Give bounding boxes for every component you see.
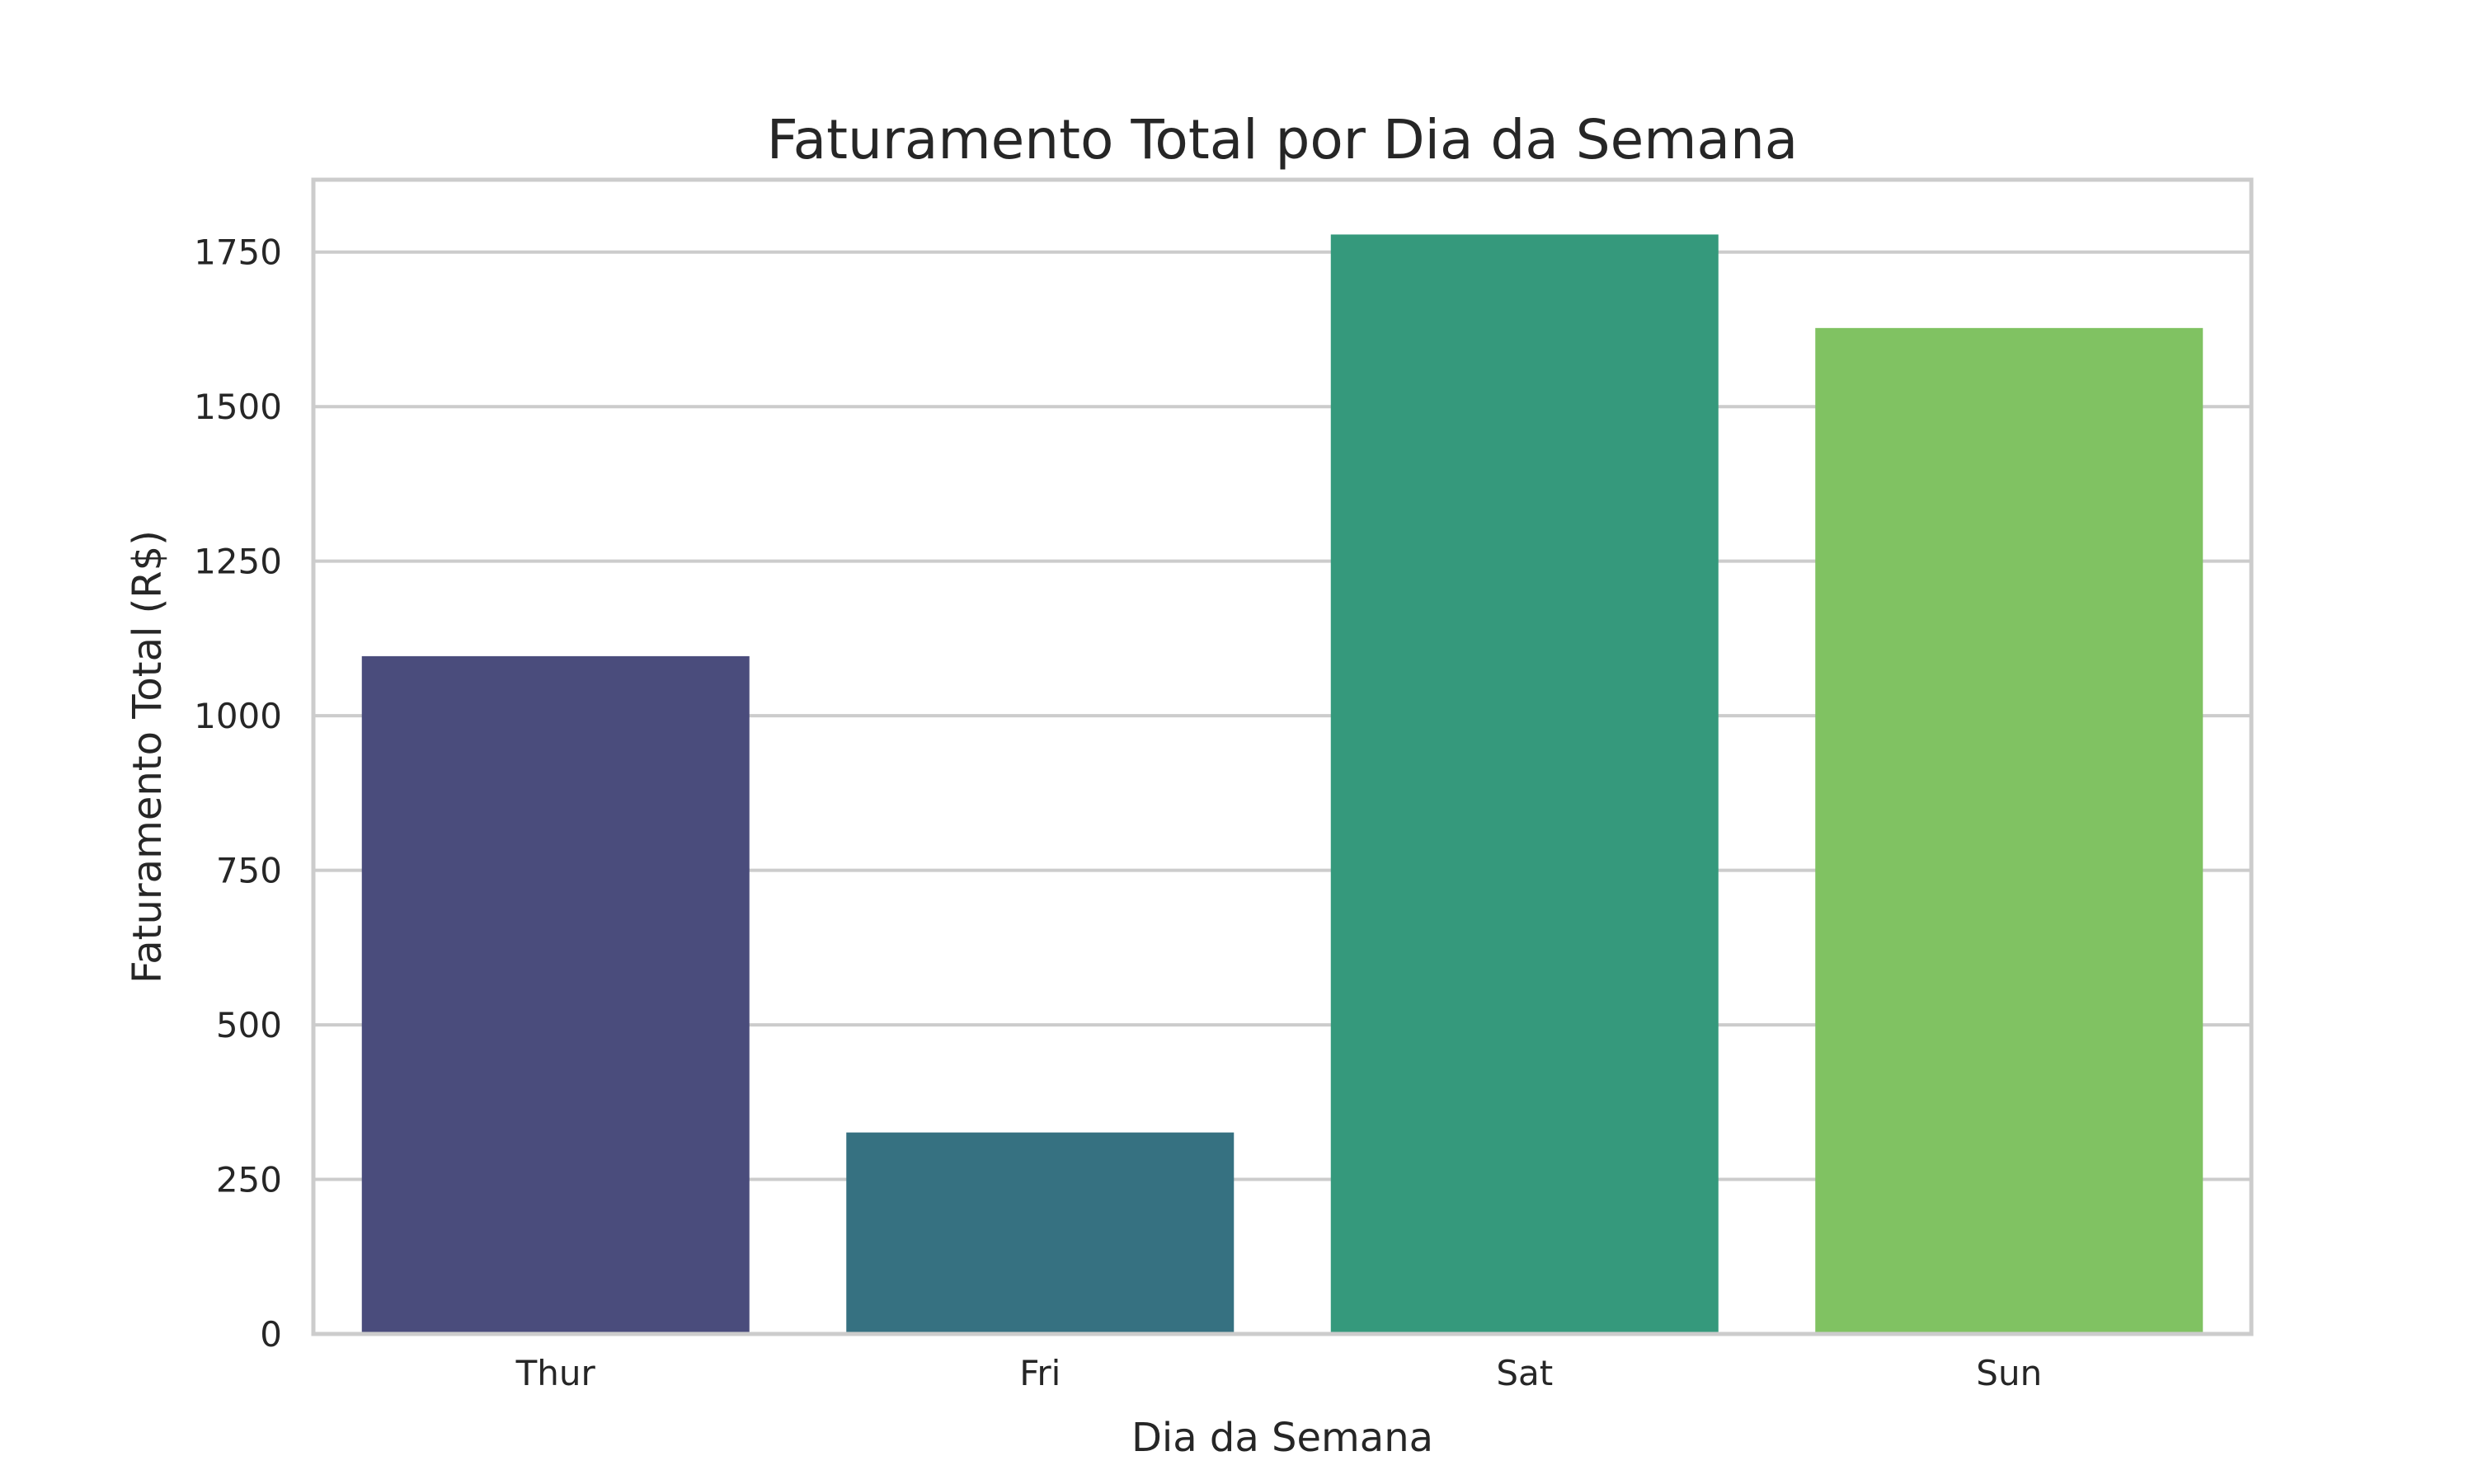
y-tick-label: 0 [260,1314,282,1355]
y-axis-title: Faturamento Total (R$) [125,530,171,984]
y-tick-label: 1750 [194,232,282,273]
plot-frame [311,177,2254,1336]
y-tick-label: 750 [216,851,282,891]
y-tick-labels: 0 250 500 750 1000 1250 1500 1750 [194,232,282,1355]
bars [361,234,2204,1335]
y-tick-label: 1250 [194,542,282,582]
bar-sat [1330,234,1719,1335]
x-tick-label: Fri [1019,1353,1061,1393]
bar-sun [1815,327,2204,1334]
x-tick-label: Sat [1496,1353,1553,1393]
y-tick-label: 1500 [194,387,282,427]
x-tick-labels: Thur Fri Sat Sun [515,1353,2043,1393]
x-axis-title: Dia da Semana [1131,1415,1433,1461]
y-tick-label: 250 [216,1160,282,1200]
bar-fri [846,1132,1235,1334]
chart-title: Faturamento Total por Dia da Semana [767,108,1799,171]
bar-thur [361,655,750,1334]
x-tick-label: Thur [515,1353,596,1393]
x-tick-label: Sun [1976,1353,2042,1393]
y-tick-label: 1000 [194,696,282,736]
y-tick-label: 500 [216,1005,282,1045]
